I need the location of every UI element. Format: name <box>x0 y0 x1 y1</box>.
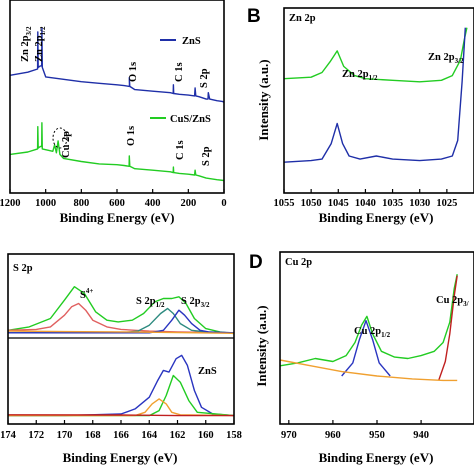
panel-c-xlabel: Binding Energy (eV) <box>63 450 178 465</box>
panel-b-xlabel: Binding Energy (eV) <box>319 210 434 225</box>
panel-d-tick-label: 970 <box>281 430 297 441</box>
panel-b: B Zn 2p 1055 1050 1045 1040 1035 1030 1025 Bin… <box>247 6 474 225</box>
annotation-o1s-top: O 1s <box>128 62 139 82</box>
panel-d-series-0 <box>279 274 458 367</box>
annotation-b-zn2p32: Zn 2p3/2 <box>428 52 464 65</box>
panel-b-tick-label: 1030 <box>409 198 430 209</box>
panel-b-series-1 <box>283 27 466 163</box>
panel-d-title: Cu 2p <box>285 257 312 268</box>
panel-b-ylabel: Intensity (a.u.) <box>256 59 271 140</box>
annotation-s2p12: S 2p1/2 <box>136 296 165 309</box>
panel-b-tick-label: 1025 <box>436 198 457 209</box>
panel-a-tick-label: 400 <box>145 198 161 209</box>
annotation-d-cu2p32: Cu 2p3/ <box>436 295 470 308</box>
annotation-s4: S4+ <box>80 287 93 301</box>
panel-d-letter: D <box>249 252 263 273</box>
panel-a-tick-label: 200 <box>180 198 196 209</box>
panel-a-legend: ZnS CuS/ZnS <box>150 36 211 125</box>
annotation-c1s-bot: C 1s <box>175 140 186 160</box>
panel-c-tick-label: 168 <box>85 430 101 441</box>
panel-c-frame <box>7 253 235 425</box>
panel-a-tick-label: 800 <box>73 198 89 209</box>
annotation-s2p32: S 2p3/2 <box>181 296 210 309</box>
panel-c-tick-label: 158 <box>226 430 242 441</box>
annotation-c1s-top: C 1s <box>174 62 185 82</box>
annotation-s2p-top: S 2p <box>199 68 210 88</box>
panel-a-tick-label: 1200 <box>0 198 21 209</box>
panel-d-xlabel: Binding Energy (eV) <box>319 450 434 465</box>
annotation-d-cu2p12: Cu 2p1/2 <box>354 326 391 339</box>
panel-a-tick-label: 1000 <box>35 198 56 209</box>
panel-c-tick-label: 172 <box>28 430 44 441</box>
panel-c-x-ticks: 174 172 170 168 166 164 162 160 158 <box>0 420 242 441</box>
panel-c-tick-label: 170 <box>57 430 73 441</box>
annotation-zn2p12: Zn 2p1/2 <box>34 26 47 62</box>
panel-b-tick-label: 1045 <box>328 198 349 209</box>
panel-a-series-1 <box>9 122 225 182</box>
panel-d-x-ticks: 970 960 950 940 <box>281 420 429 441</box>
panel-b-x-ticks: 1055 1050 1045 1040 1035 1030 1025 <box>274 189 457 209</box>
panel-a-plot <box>9 27 225 182</box>
annotation-b-zn2p12: Zn 2p1/2 <box>342 69 378 82</box>
panel-b-plot <box>283 27 468 163</box>
panel-c-series-1 <box>7 302 235 334</box>
annotation-cu2p: Cu 2p <box>61 131 72 158</box>
panel-c-series-5 <box>8 354 235 417</box>
panel-a-xlabel: Binding Energy (eV) <box>60 210 175 225</box>
panel-d-tick-label: 940 <box>413 430 429 441</box>
panel-c-series-3 <box>8 309 235 334</box>
panel-c-series-0 <box>7 286 235 335</box>
panel-c-series-8 <box>7 414 234 417</box>
panel-c-tick-label: 160 <box>198 430 214 441</box>
annotation-zns: ZnS <box>198 366 217 377</box>
panel-d-tick-label: 950 <box>369 430 385 441</box>
panel-d-series-2 <box>438 275 458 381</box>
panel-b-tick-label: 1035 <box>382 198 403 209</box>
annotation-o1s-bot: O 1s <box>126 126 137 146</box>
panel-c-plot <box>7 286 235 417</box>
panel-a-x-ticks: 1200 1000 800 600 400 200 0 <box>0 189 227 209</box>
cu2p-highlight-ellipse <box>52 127 68 149</box>
panel-c-tick-label: 174 <box>0 430 17 441</box>
panel-c-tick-label: 162 <box>170 430 186 441</box>
annotation-s2p-bot: S 2p <box>201 146 212 166</box>
panel-a-tick-label: 600 <box>109 198 125 209</box>
panel-b-letter: B <box>247 6 261 27</box>
panel-b-title: Zn 2p <box>289 13 316 24</box>
panel-d: D Cu 2p 970 960 950 940 Binding Energy (eV)… <box>249 251 474 465</box>
panel-b-frame <box>283 7 474 194</box>
panel-a-tick-label: 0 <box>221 198 226 209</box>
panel-c: S 2p 174 172 170 168 166 164 162 160 158 Binding… <box>0 253 242 465</box>
annotation-zn2p32: Zn 2p3/2 <box>20 26 33 62</box>
panel-c-series-6 <box>8 374 235 417</box>
panel-a: 1200 1000 800 600 400 200 0 Binding Energy (eV… <box>0 0 227 225</box>
panel-d-tick-label: 960 <box>325 430 341 441</box>
panel-b-tick-label: 1040 <box>355 198 376 209</box>
panel-b-tick-label: 1055 <box>274 198 295 209</box>
panel-b-tick-label: 1050 <box>301 198 322 209</box>
panel-c-tick-label: 166 <box>113 430 129 441</box>
panel-c-tick-label: 164 <box>141 430 158 441</box>
panel-d-ylabel: Intensity (a.u.) <box>254 305 269 386</box>
legend-label-cuszns: CuS/ZnS <box>170 114 211 125</box>
panel-c-title: S 2p <box>13 263 33 274</box>
panel-b-series-0 <box>283 27 468 83</box>
panel-d-series-3 <box>279 359 458 382</box>
panel-c-series-4 <box>7 330 235 334</box>
panel-d-plot <box>279 274 458 382</box>
panel-a-series-0 <box>9 27 225 103</box>
panel-d-series-1 <box>341 320 391 377</box>
legend-label-zns: ZnS <box>182 36 201 47</box>
